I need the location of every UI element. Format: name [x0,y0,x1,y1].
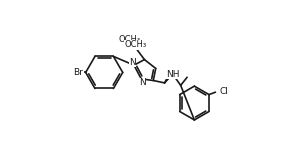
Text: N: N [129,58,136,67]
Text: OCH₃: OCH₃ [124,40,147,49]
Text: Cl: Cl [220,87,228,96]
Text: N: N [139,78,145,87]
Text: Br: Br [74,68,84,77]
Text: O: O [131,41,138,50]
Text: OCH₃: OCH₃ [119,35,141,44]
Text: NH: NH [166,70,180,79]
